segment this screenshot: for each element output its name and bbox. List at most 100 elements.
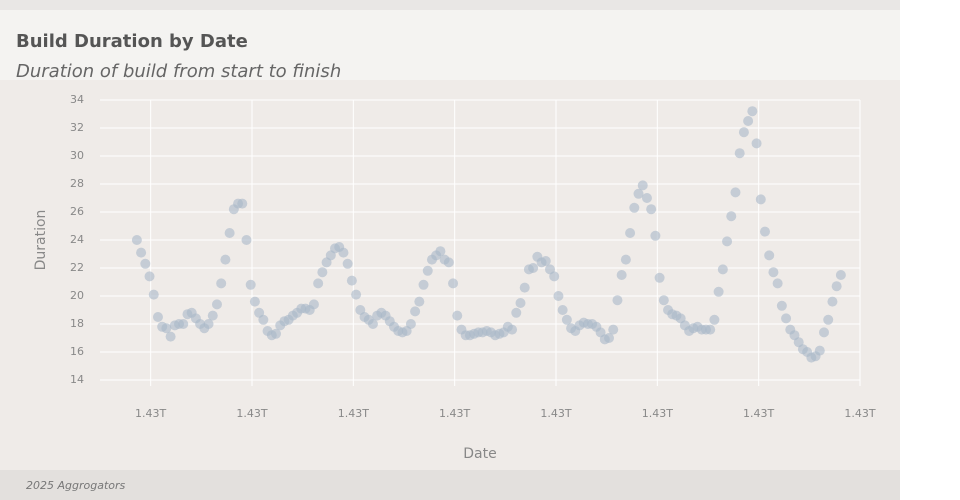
point	[561, 314, 572, 325]
point	[654, 272, 665, 283]
point	[220, 254, 231, 265]
y-tick-label: 28	[70, 177, 84, 190]
x-tick-label: 1.43T	[743, 407, 774, 420]
footer: 2025 Aggrogators	[0, 470, 900, 500]
point	[270, 328, 281, 339]
point	[203, 319, 214, 329]
point	[308, 299, 319, 310]
point	[738, 127, 749, 138]
chart: Duration Date 14 16 18 20 22 24 26 28 30 32 34 1.43…	[0, 80, 900, 470]
point	[131, 235, 142, 245]
point	[148, 289, 159, 300]
point	[616, 270, 627, 280]
point	[819, 327, 830, 338]
point	[553, 291, 564, 301]
y-tick-label: 16	[70, 345, 84, 358]
point	[448, 278, 459, 289]
y-tick-label: 20	[70, 289, 84, 302]
point	[650, 230, 661, 241]
point	[367, 319, 378, 329]
x-axis-label: Date	[463, 446, 496, 462]
point	[152, 312, 163, 322]
point	[755, 194, 766, 205]
page: Build Duration by Date Duration of build…	[0, 0, 900, 500]
point	[161, 323, 172, 334]
point	[178, 319, 189, 329]
point	[435, 246, 446, 257]
point	[540, 256, 551, 266]
x-tick-label: 1.43T	[439, 407, 470, 420]
y-tick-label: 30	[70, 149, 84, 162]
point	[641, 193, 652, 203]
point	[237, 198, 248, 209]
point	[768, 267, 779, 278]
point	[633, 188, 644, 199]
point	[604, 333, 615, 343]
point	[734, 148, 745, 159]
x-tick-label: 1.43T	[540, 407, 571, 420]
point	[528, 263, 539, 273]
y-tick-label: 24	[70, 233, 84, 246]
point	[216, 278, 227, 289]
point	[245, 279, 256, 290]
point	[612, 295, 623, 306]
point	[726, 211, 737, 222]
point	[637, 180, 648, 191]
point	[759, 226, 770, 237]
point	[418, 279, 429, 290]
y-tick-label: 14	[70, 373, 84, 386]
x-tick-label: 1.43T	[642, 407, 673, 420]
y-tick-label: 32	[70, 121, 84, 134]
point	[338, 247, 349, 258]
point	[342, 258, 353, 269]
point	[747, 106, 758, 117]
point	[405, 319, 416, 329]
point	[511, 307, 522, 318]
point	[772, 278, 783, 289]
point	[224, 228, 235, 238]
point	[751, 138, 762, 149]
point	[422, 265, 433, 276]
point	[608, 324, 619, 335]
point	[519, 282, 530, 293]
point	[776, 300, 787, 311]
y-tick-label: 34	[70, 93, 84, 106]
point	[507, 324, 518, 335]
point	[443, 257, 454, 268]
x-tick-label: 1.43T	[236, 407, 267, 420]
y-tick-label: 18	[70, 317, 84, 330]
point	[629, 202, 640, 213]
point	[351, 289, 362, 300]
point	[781, 313, 792, 324]
point	[414, 296, 425, 307]
point	[557, 305, 568, 315]
x-tick-label: 1.43T	[338, 407, 369, 420]
point	[823, 314, 834, 325]
title: Build Duration by Date	[16, 31, 248, 52]
y-axis-label: Duration	[33, 210, 49, 271]
point	[722, 236, 733, 247]
point	[549, 271, 560, 282]
subtitle: Duration of build from start to finish	[16, 61, 342, 82]
point	[827, 296, 838, 307]
point	[835, 270, 846, 280]
x-tick-label: 1.43T	[844, 407, 875, 420]
point	[317, 267, 328, 278]
point	[140, 258, 151, 269]
point	[258, 314, 269, 325]
point	[709, 314, 720, 325]
point	[346, 275, 357, 286]
point	[144, 271, 155, 282]
y-tick-label: 22	[70, 261, 84, 274]
point	[620, 254, 631, 265]
point	[249, 296, 260, 307]
point	[831, 281, 842, 292]
footer-text: 2025 Aggrogators	[26, 479, 126, 492]
point	[515, 298, 526, 308]
x-tick-label: 1.43T	[135, 407, 166, 420]
y-tick-label: 26	[70, 205, 84, 218]
header: Build Duration by Date Duration of build…	[0, 10, 900, 82]
point	[313, 278, 324, 289]
point	[705, 324, 716, 335]
point	[764, 250, 775, 261]
